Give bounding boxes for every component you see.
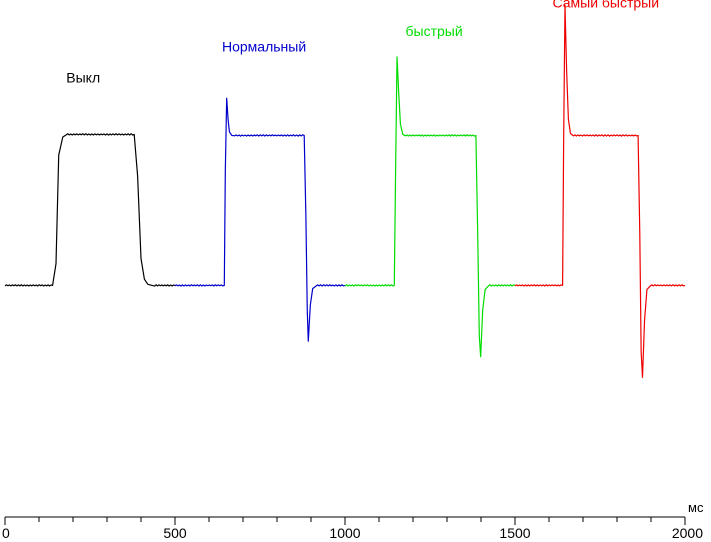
x-tick-label: 1000 [329,525,360,541]
series-line-2 [344,56,516,358]
x-tick-label: 1500 [499,525,530,541]
x-tick-label: 0 [2,525,10,541]
series-label-0: Выкл [66,70,100,86]
series-label-3: Самый быстрый [552,0,659,11]
series-label-2: быстрый [405,23,462,39]
series-label-1: Нормальный [222,39,306,55]
x-tick-label: 2000 [672,525,703,541]
x-tick-label: 500 [163,525,187,541]
series-layer [4,4,686,379]
series-line-3 [514,4,686,379]
series-line-1 [174,97,346,342]
x-axis: мс 0 500 1000 1500 2000 [2,500,704,541]
series-label-layer: Выкл Нормальный быстрый Самый быстрый [66,0,659,86]
x-axis-unit-label: мс [688,500,704,515]
series-line-0 [4,133,176,287]
